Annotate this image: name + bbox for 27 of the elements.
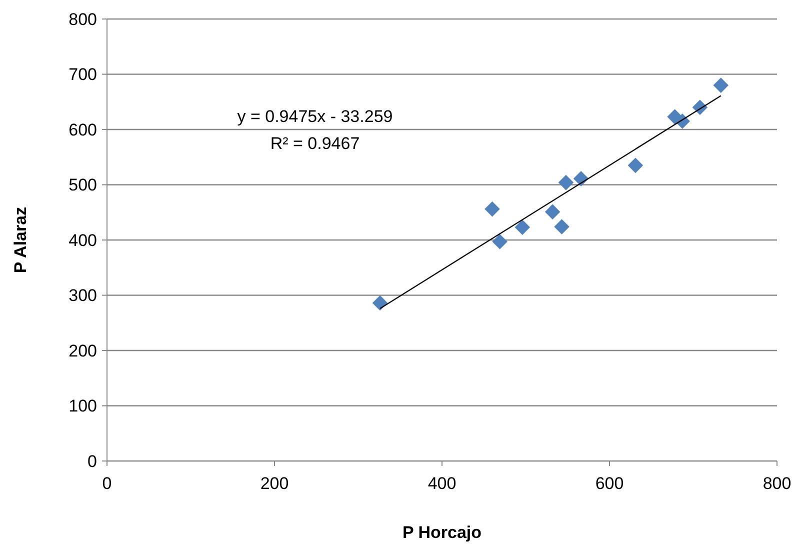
y-tick-label: 0 [88, 452, 97, 471]
y-axis-title: P Alaraz [11, 206, 30, 274]
y-tick-label: 500 [68, 176, 97, 195]
annotation: y = 0.9475x - 33.259 [237, 107, 393, 126]
y-tick-label: 100 [68, 396, 97, 416]
point [514, 220, 530, 235]
y-tick-label: 300 [68, 286, 97, 306]
point [492, 234, 508, 250]
y-tick-label: 400 [68, 230, 97, 250]
x-tick-label: 0 [102, 474, 112, 493]
y-tick-label: 800 [68, 10, 97, 29]
point [372, 295, 388, 311]
y-tick-label: 600 [68, 120, 97, 140]
x-tick-label: 400 [428, 474, 456, 493]
x-tick-label: 600 [595, 474, 624, 493]
y-tick-label: 700 [68, 65, 97, 84]
point [544, 204, 560, 220]
annotation: R² = 0.9467 [270, 134, 360, 153]
point [713, 78, 729, 93]
y-tick-label: 200 [68, 341, 97, 360]
x-tick-label: 800 [762, 474, 792, 493]
x-tick-label: 200 [260, 474, 289, 493]
point [628, 158, 644, 174]
x-axis-title: P Horcajo [402, 523, 482, 542]
point [554, 219, 570, 234]
point [558, 174, 574, 190]
point [484, 201, 500, 217]
